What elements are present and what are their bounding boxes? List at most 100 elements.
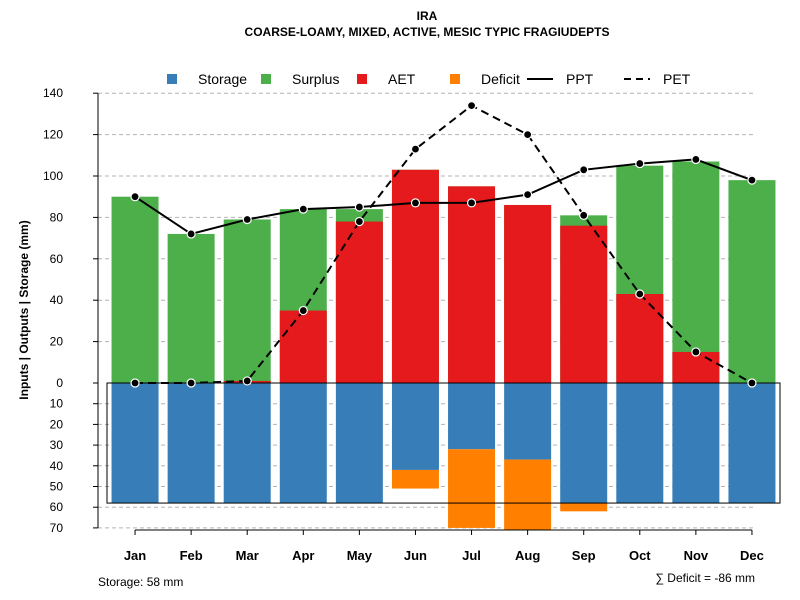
y-tick-label: 80: [50, 210, 64, 224]
storage-bar: [448, 383, 496, 450]
deficit-bar: [391, 469, 439, 489]
surplus-bar: [111, 196, 159, 383]
x-tick-label: Mar: [236, 548, 259, 563]
pet-point: [635, 289, 645, 299]
x-tick-label: Apr: [292, 548, 314, 563]
y-tick-label: 0: [56, 376, 63, 390]
ppt-point: [635, 158, 645, 169]
pet-point: [747, 378, 757, 388]
surplus-bar: [223, 219, 271, 383]
x-tick-label: Jul: [462, 548, 481, 563]
pet-point: [691, 347, 701, 357]
aet-bar: [279, 310, 327, 383]
x-tick-label: Aug: [515, 548, 540, 563]
pet-point: [579, 210, 589, 220]
deficit-bar: [560, 503, 608, 512]
legend-swatch: [450, 74, 460, 84]
storage-bar: [616, 383, 664, 504]
chart-title: IRA: [417, 9, 438, 23]
x-tick-label: Oct: [629, 548, 651, 563]
y-tick-label: 50: [50, 480, 64, 494]
storage-bar: [335, 383, 383, 504]
ppt-point: [410, 198, 421, 208]
pet-point: [186, 378, 196, 388]
storage-bar: [391, 383, 439, 470]
x-tick-label: Feb: [180, 548, 203, 563]
aet-bar: [560, 225, 608, 383]
x-axis-labels: Jan Feb Mar Apr May Jun Jul Aug Sep Oct Nov Dec: [124, 529, 764, 563]
y-tick-label: 60: [50, 252, 64, 266]
pet-line: [135, 104, 753, 384]
legend: Storage Surplus AET Deficit PPT PET: [167, 71, 691, 87]
y-tick-label: 20: [50, 335, 64, 349]
deficit-bar: [504, 459, 552, 530]
aet-bar: [616, 293, 664, 383]
y-tick-label: 60: [50, 500, 64, 514]
legend-swatch: [167, 74, 177, 84]
legend-label: Storage: [198, 71, 247, 87]
surplus-bar: [728, 180, 776, 383]
storage-bar: [167, 383, 215, 504]
pet-point: [354, 216, 364, 227]
y-tick-label: 100: [43, 169, 63, 183]
deficit-bar: [448, 449, 496, 528]
pet-point: [242, 376, 252, 386]
legend-label: PPT: [566, 71, 594, 87]
x-tick-label: Jan: [124, 548, 146, 563]
storage-bar: [223, 383, 271, 504]
ppt-point: [354, 202, 364, 212]
legend-label: PET: [663, 71, 691, 87]
ppt-point: [186, 229, 196, 239]
y-tick-label: 30: [50, 438, 64, 452]
ppt-point: [523, 190, 533, 200]
y-tick-label: 40: [50, 459, 64, 473]
y-tick-label: 20: [50, 417, 64, 431]
x-tick-label: May: [347, 548, 373, 563]
pet-point: [410, 144, 421, 154]
pet-point: [466, 101, 477, 111]
deficit-note: ∑ Deficit = -86 mm: [655, 571, 755, 585]
ppt-point: [242, 214, 252, 225]
ppt-point: [747, 175, 757, 185]
ppt-point: [691, 154, 701, 165]
ppt-point: [298, 204, 308, 214]
aet-bar: [335, 221, 383, 383]
surplus-bar: [672, 161, 720, 383]
ppt-point: [579, 165, 589, 175]
legend-label: Deficit: [481, 71, 520, 87]
aet-bar: [504, 204, 552, 383]
aet-bar: [672, 351, 720, 383]
y-axis-label: Inputs | Outputs | Storage (mm): [17, 220, 31, 399]
legend-swatch: [261, 74, 271, 84]
pet-point: [130, 378, 140, 388]
x-tick-label: Nov: [684, 548, 709, 563]
storage-bar: [672, 383, 720, 504]
y-tick-label: 70: [50, 521, 64, 535]
y-tick-label: 120: [43, 128, 63, 142]
chart-subtitle: COARSE-LOAMY, MIXED, ACTIVE, MESIC TYPIC…: [245, 25, 610, 39]
legend-label: Surplus: [292, 71, 339, 87]
storage-bar: [560, 383, 608, 504]
bars: [106, 161, 781, 530]
legend-label: AET: [388, 71, 416, 87]
aet-bar: [448, 186, 496, 383]
y-axis: 0 20 40 60 80 100 120 140 10 20 30 40 50 60 70: [43, 86, 99, 535]
pet-point: [523, 130, 533, 140]
x-tick-label: Sep: [572, 548, 596, 563]
storage-bar: [279, 383, 327, 504]
y-tick-label: 40: [50, 293, 64, 307]
lines: [130, 101, 757, 388]
legend-swatch: [357, 74, 367, 84]
storage-bar: [504, 383, 552, 460]
ppt-line: [134, 158, 753, 236]
y-tick-label: 10: [50, 397, 64, 411]
storage-bar: [728, 383, 776, 504]
surplus-bar: [167, 233, 215, 383]
x-tick-label: Jun: [404, 548, 427, 563]
storage-note: Storage: 58 mm: [98, 575, 183, 589]
storage-bar: [111, 383, 159, 504]
y-tick-label: 140: [43, 86, 63, 100]
x-tick-label: Dec: [740, 548, 764, 563]
ppt-point: [466, 198, 477, 208]
